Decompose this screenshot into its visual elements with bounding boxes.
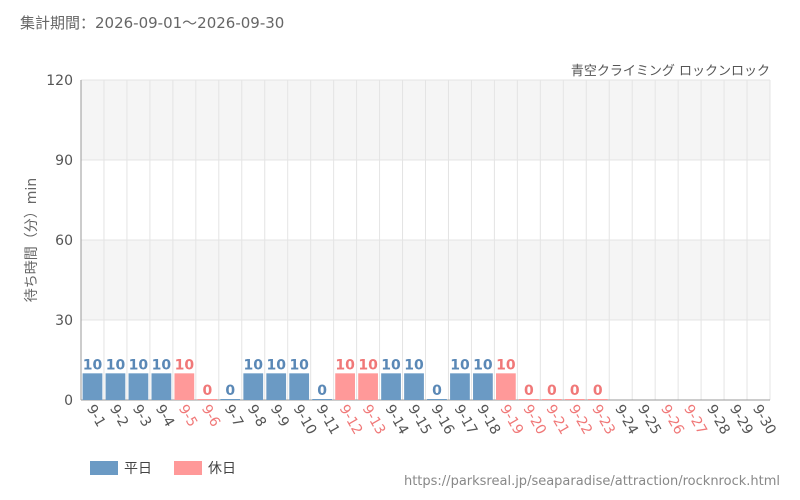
x-tick-label: 9-21 [542,402,572,438]
bar-value-label: 0 [524,383,534,399]
x-tick-label: 9-20 [519,402,549,438]
x-tick-label: 9-27 [680,402,710,438]
bar-value-label: 10 [289,357,309,373]
x-tick-label: 9-4 [152,402,177,430]
bar-value-label: 0 [202,383,212,399]
bar-value-label: 10 [404,357,424,373]
x-tick-label: 9-14 [382,402,412,438]
x-tick-label: 9-24 [611,402,641,438]
x-tick-label: 9-9 [267,402,292,430]
bar-value-label: 10 [106,357,126,373]
bar-value-label: 10 [244,357,264,373]
bar-value-label: 0 [432,383,442,399]
source-url: https://parksreal.jp/seaparadise/attract… [403,474,780,489]
x-tick-label: 9-6 [198,402,223,430]
x-tick-label: 9-11 [313,402,343,438]
bar-9-1 [82,373,103,400]
bar-9-9 [266,373,287,400]
y-tick-label: 120 [46,73,73,89]
bar-9-6 [197,399,218,400]
bar-value-label: 10 [381,357,401,373]
bar-9-15 [404,373,424,400]
x-tick-label: 9-22 [565,402,595,438]
x-tick-label: 9-17 [450,402,480,438]
x-tick-label: 9-12 [336,402,366,438]
y-tick-label: 0 [64,393,73,409]
bar-9-13 [358,373,378,400]
x-tick-label: 9-29 [726,402,756,438]
bar-9-14 [381,373,401,400]
x-tick-label: 9-1 [83,402,108,430]
bar-value-label: 10 [496,357,516,373]
x-tick-label: 9-8 [244,402,269,430]
x-tick-label: 9-2 [106,402,131,430]
legend-item-holiday[interactable]: 休日 [174,458,236,478]
bar-9-18 [473,373,493,400]
legend-label-weekday: 平日 [124,461,152,477]
bar-9-23 [587,399,608,400]
x-tick-label: 9-19 [496,402,526,438]
x-tick-label: 9-3 [129,402,154,430]
y-tick-label: 60 [55,233,73,249]
x-tick-label: 9-28 [703,402,733,438]
x-tick-label: 9-10 [290,402,320,438]
bar-9-12 [335,373,355,400]
bar-value-label: 0 [547,383,557,399]
x-tick-label: 9-16 [428,402,458,438]
bar-value-label: 0 [593,383,603,399]
bar-value-label: 0 [570,383,580,399]
bar-9-8 [243,373,264,400]
y-tick-label: 30 [55,313,73,329]
bar-9-2 [105,373,126,400]
chart-title: 青空クライミング ロックンロック [570,64,770,79]
bar-9-10 [289,373,310,400]
x-tick-label: 9-30 [749,402,779,438]
x-tick-label: 9-5 [175,402,200,430]
bar-9-21 [541,399,562,400]
y-tick-label: 90 [55,153,73,169]
bar-9-22 [564,399,585,400]
legend-swatch-weekday [90,461,118,475]
bar-value-label: 10 [83,357,103,373]
legend-label-holiday: 休日 [208,461,236,477]
x-tick-label: 9-25 [634,402,664,438]
legend: 平日 休日 [90,458,258,478]
period-label: 集計期間：2026-09-01～2026-09-30 [20,14,285,32]
bar-9-5 [174,373,195,400]
bar-9-4 [151,373,172,400]
bar-value-label: 10 [152,357,172,373]
x-tick-label: 9-18 [473,402,503,438]
bar-value-label: 10 [335,357,355,373]
bar-value-label: 10 [450,357,470,373]
x-tick-label: 9-13 [359,402,389,438]
y-axis-label: 待ち時間（分）min [24,178,40,302]
bar-value-label: 10 [473,357,493,373]
bar-value-label: 0 [225,383,235,399]
x-tick-label: 9-23 [588,402,618,438]
bar-value-label: 0 [317,383,327,399]
bar-value-label: 10 [358,357,378,373]
bar-9-11 [312,399,333,400]
bar-9-3 [128,373,149,400]
bar-9-17 [450,373,470,400]
legend-swatch-holiday [174,461,202,475]
bar-value-label: 10 [266,357,286,373]
x-tick-label: 9-15 [405,402,435,438]
legend-item-weekday[interactable]: 平日 [90,458,152,478]
bar-9-16 [427,399,447,400]
bar-9-20 [518,399,539,400]
bar-9-7 [220,399,241,400]
bar-value-label: 10 [129,357,149,373]
bar-value-label: 10 [175,357,195,373]
x-tick-label: 9-26 [657,402,687,438]
x-tick-label: 9-7 [221,402,246,430]
bar-9-19 [496,373,516,400]
